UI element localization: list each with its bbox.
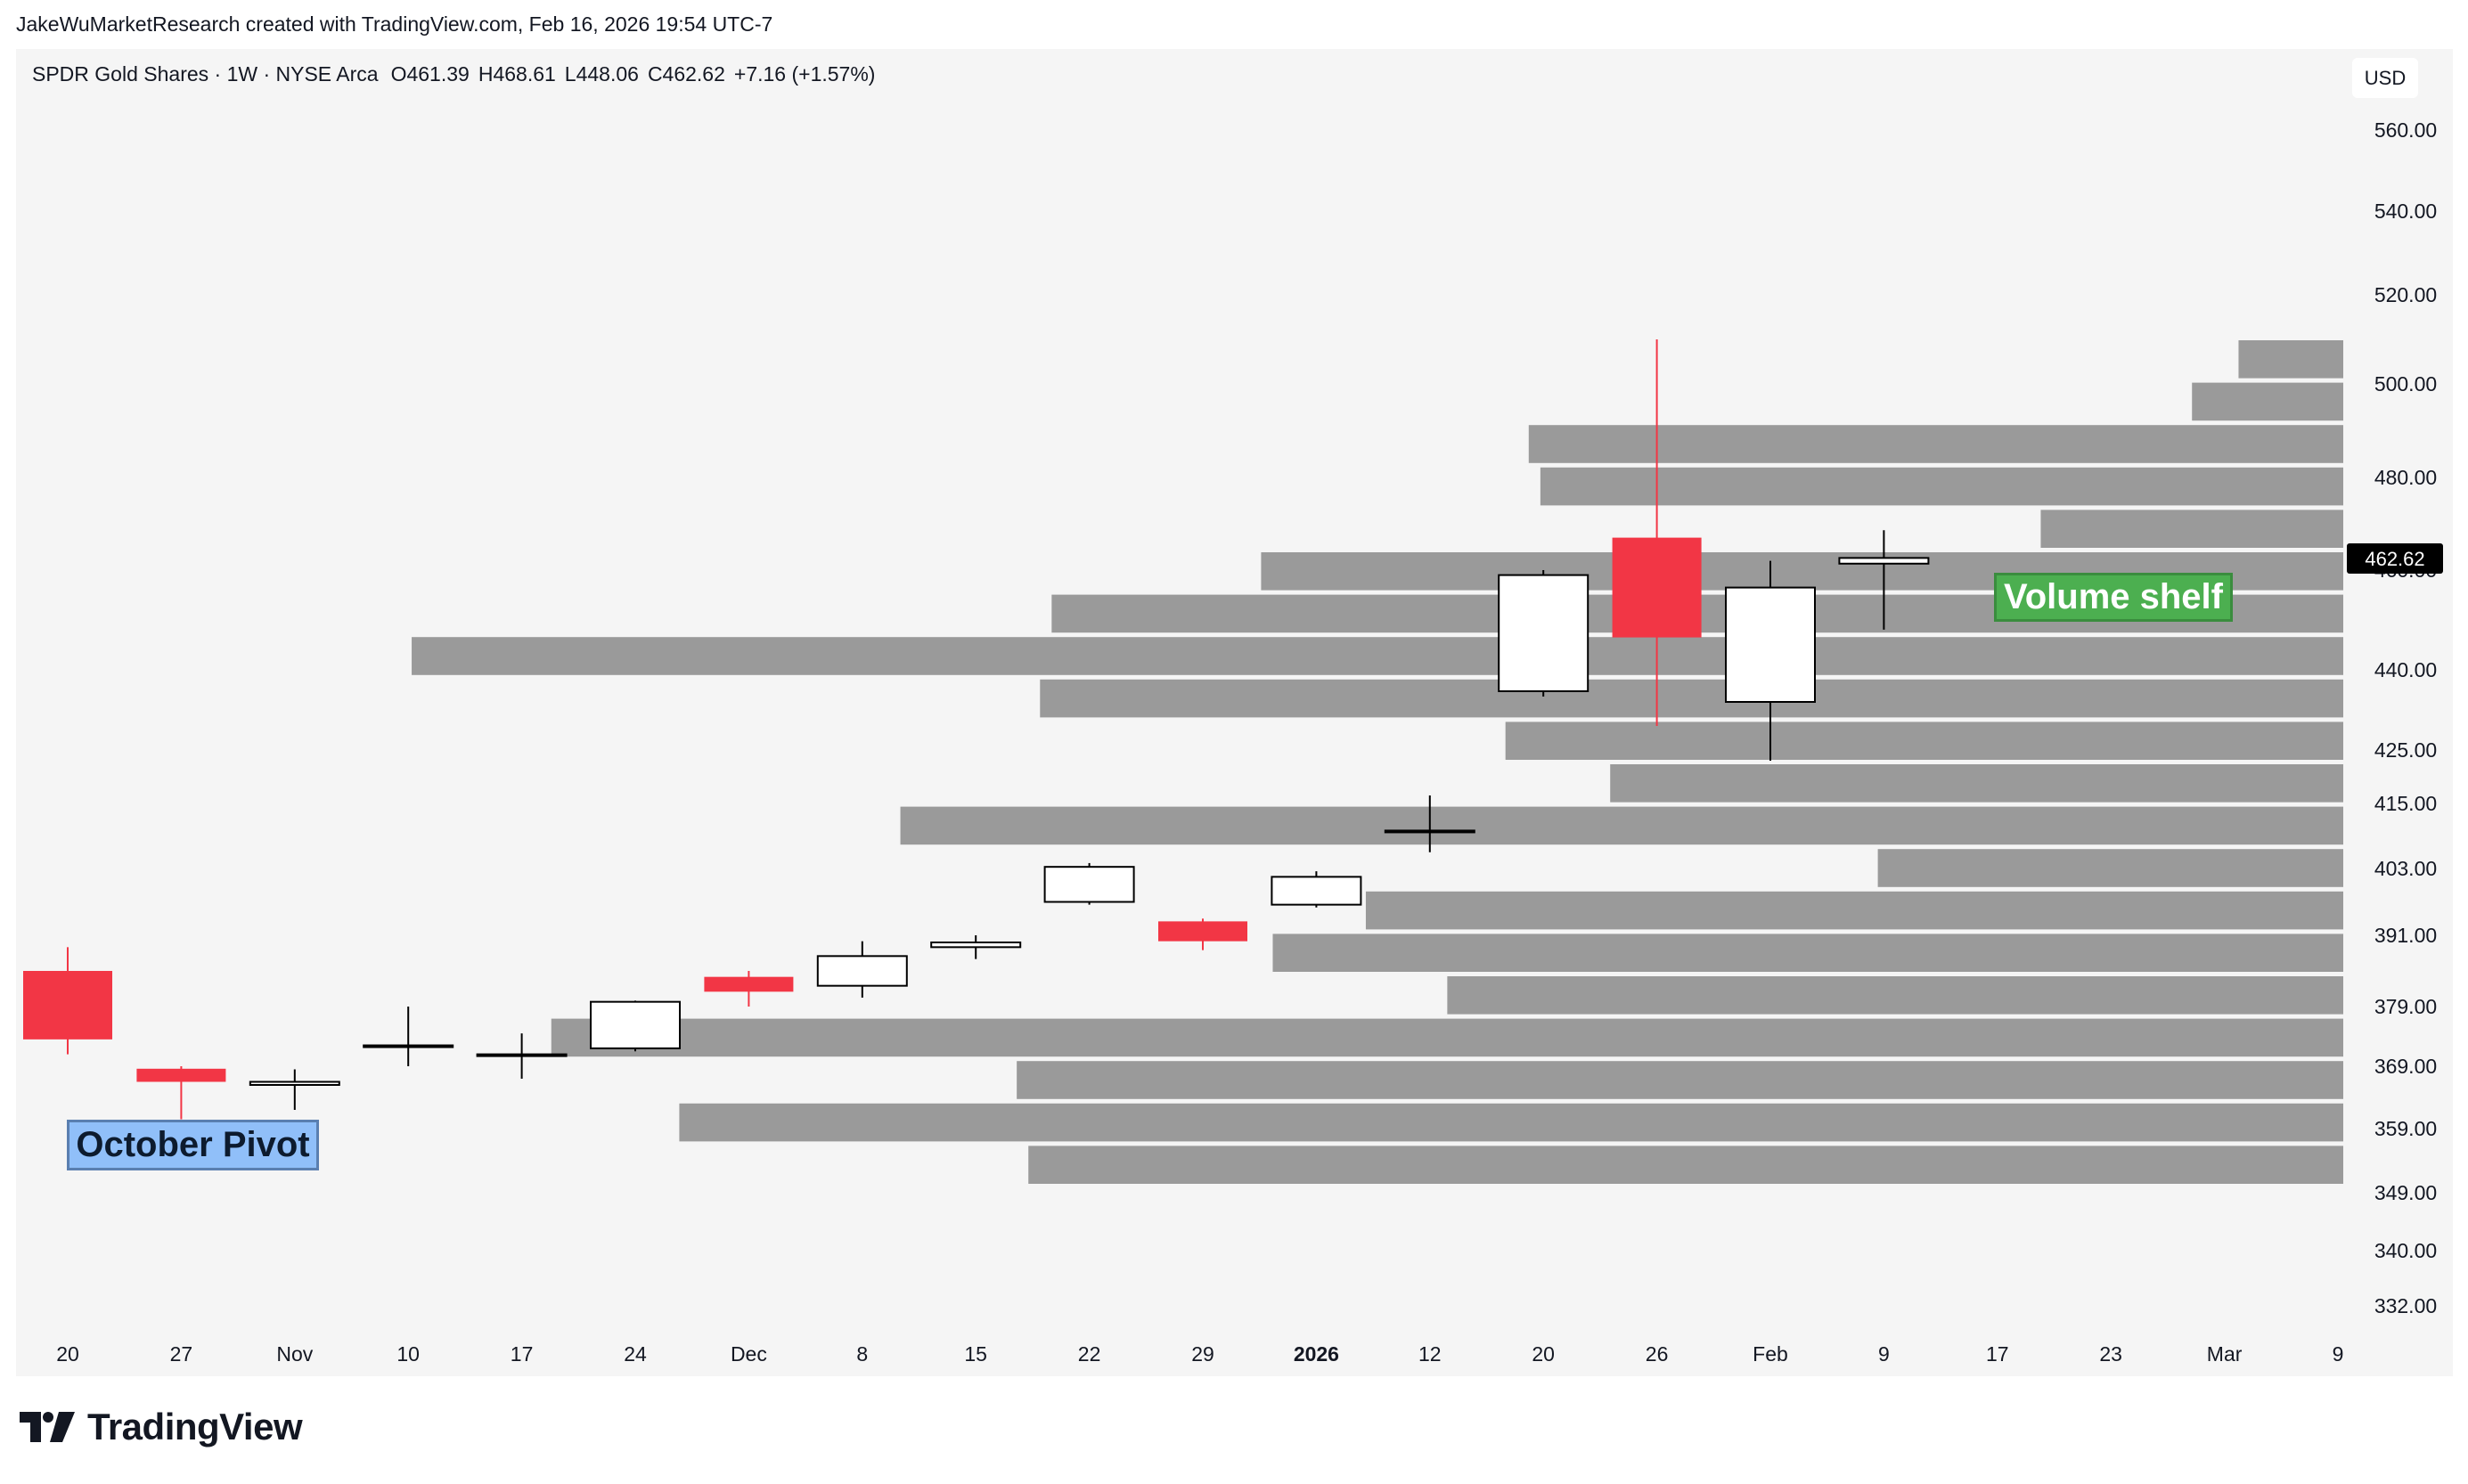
candle-body-up bbox=[1725, 586, 1816, 703]
x-tick-label: Feb bbox=[1753, 1342, 1788, 1366]
y-tick-label: 340.00 bbox=[2374, 1239, 2437, 1262]
tradingview-logo-icon bbox=[20, 1412, 75, 1442]
volume-profile-bar bbox=[1272, 934, 2343, 972]
volume-profile-bar bbox=[679, 1103, 2344, 1142]
y-tick-label: 440.00 bbox=[2374, 658, 2437, 681]
y-tick-label: 349.00 bbox=[2374, 1181, 2437, 1204]
x-tick-label: 24 bbox=[624, 1342, 647, 1366]
x-tick-label: 26 bbox=[1646, 1342, 1669, 1366]
candle-body-down bbox=[23, 971, 112, 1040]
candle-body-up bbox=[249, 1080, 340, 1086]
candle-body-up bbox=[1271, 876, 1362, 906]
x-tick-label: 27 bbox=[170, 1342, 193, 1366]
x-tick-label: 10 bbox=[396, 1342, 420, 1366]
price-axis[interactable]: 560.00540.00520.00500.00480.00460.00440.… bbox=[2374, 118, 2437, 1317]
volume-profile-bar bbox=[2040, 510, 2343, 548]
symbol-title[interactable]: SPDR Gold Shares · 1W · NYSE Arca bbox=[32, 62, 379, 86]
y-tick-label: 391.00 bbox=[2374, 924, 2437, 947]
volume-profile-bar bbox=[1540, 467, 2343, 506]
legend-change: +7.16 (+1.57%) bbox=[733, 62, 876, 86]
candle-body-down bbox=[1612, 537, 1702, 638]
last-price-tag: 462.62 bbox=[2347, 543, 2443, 574]
x-tick-label: 17 bbox=[511, 1342, 534, 1366]
x-tick-label: 15 bbox=[964, 1342, 987, 1366]
x-tick-label: 9 bbox=[2333, 1342, 2344, 1366]
tradingview-logo[interactable]: TradingView bbox=[20, 1406, 303, 1448]
time-axis[interactable]: 20 27 Nov 10 17 24 Dec 8 15 22 29 2026 12 20 26 Feb 9 17 2… bbox=[56, 1342, 2343, 1366]
candle-body-up bbox=[363, 1044, 454, 1048]
volume-profile-bar bbox=[551, 1018, 2343, 1057]
x-tick-label: Mar bbox=[2207, 1342, 2243, 1366]
candle-body-up bbox=[930, 942, 1022, 949]
volume-profile-bar bbox=[2192, 382, 2343, 421]
candle-body-up bbox=[1498, 574, 1589, 692]
x-tick-label: 2026 bbox=[1294, 1342, 1339, 1366]
y-tick-label: 540.00 bbox=[2374, 200, 2437, 223]
volume-profile-bar bbox=[1610, 764, 2343, 803]
last-price-tag-bg bbox=[2347, 543, 2443, 574]
last-price-label: 462.62 bbox=[2365, 548, 2424, 570]
candle-body-down bbox=[1158, 921, 1247, 942]
candle-body-up bbox=[1838, 557, 1930, 565]
y-tick-label: 415.00 bbox=[2374, 792, 2437, 815]
candle-body-up bbox=[1384, 829, 1475, 834]
october-pivot-label[interactable]: October Pivot bbox=[67, 1120, 319, 1170]
volume-profile-bar bbox=[1365, 891, 2343, 930]
candle-body-up bbox=[1043, 866, 1135, 903]
y-tick-label: 379.00 bbox=[2374, 995, 2437, 1018]
tradingview-logo-text: TradingView bbox=[87, 1406, 303, 1447]
volume-profile-bar bbox=[1040, 679, 2343, 718]
y-tick-label: 520.00 bbox=[2374, 283, 2437, 306]
x-tick-label: 29 bbox=[1191, 1342, 1214, 1366]
y-tick-label: 560.00 bbox=[2374, 118, 2437, 142]
volume-profile-bar bbox=[1447, 976, 2343, 1015]
x-tick-label: 8 bbox=[856, 1342, 868, 1366]
volume-profile-bar bbox=[1505, 722, 2343, 760]
volume-profile-bar bbox=[900, 806, 2343, 845]
y-tick-label: 332.00 bbox=[2374, 1294, 2437, 1317]
x-tick-label: 9 bbox=[1878, 1342, 1890, 1366]
volume-profile-bar bbox=[2238, 340, 2343, 379]
chart-credit: JakeWuMarketResearch created with Tradin… bbox=[16, 12, 773, 36]
volume-profile-bar bbox=[1028, 1146, 2343, 1184]
x-tick-label: 20 bbox=[56, 1342, 79, 1366]
volume-shelf-label[interactable]: Volume shelf bbox=[1994, 573, 2233, 622]
candle-body-up bbox=[816, 955, 908, 987]
x-tick-label: 20 bbox=[1532, 1342, 1555, 1366]
candle-body-down bbox=[704, 976, 794, 992]
y-tick-label: 369.00 bbox=[2374, 1055, 2437, 1078]
symbol-legend: SPDR Gold Shares · 1W · NYSE Arca O461.39… bbox=[32, 62, 875, 86]
volume-profile-bar bbox=[412, 637, 2343, 675]
x-tick-label: 12 bbox=[1418, 1342, 1442, 1366]
legend-low: L448.06 bbox=[564, 62, 639, 86]
candle-body-up bbox=[590, 1000, 681, 1049]
currency-button[interactable]: USD bbox=[2352, 58, 2418, 98]
volume-profile bbox=[412, 340, 2344, 1184]
candle-body-up bbox=[476, 1053, 568, 1057]
legend-high: H468.61 bbox=[478, 62, 556, 86]
volume-profile-bar bbox=[1017, 1061, 2343, 1099]
x-tick-label: Dec bbox=[731, 1342, 767, 1366]
y-tick-label: 403.00 bbox=[2374, 857, 2437, 880]
y-tick-label: 425.00 bbox=[2374, 738, 2437, 762]
legend-open: O461.39 bbox=[390, 62, 470, 86]
legend-close: C462.62 bbox=[647, 62, 725, 86]
candles bbox=[23, 339, 1930, 1120]
y-tick-label: 500.00 bbox=[2374, 372, 2437, 395]
x-tick-label: 23 bbox=[2099, 1342, 2122, 1366]
volume-profile-bar bbox=[1877, 849, 2343, 887]
x-tick-label: 17 bbox=[1986, 1342, 2009, 1366]
candle-body-down bbox=[136, 1068, 226, 1082]
x-tick-label: 22 bbox=[1078, 1342, 1101, 1366]
y-tick-label: 359.00 bbox=[2374, 1117, 2437, 1140]
x-tick-label: Nov bbox=[276, 1342, 313, 1366]
volume-profile-bar bbox=[1528, 425, 2343, 463]
y-tick-label: 480.00 bbox=[2374, 466, 2437, 489]
